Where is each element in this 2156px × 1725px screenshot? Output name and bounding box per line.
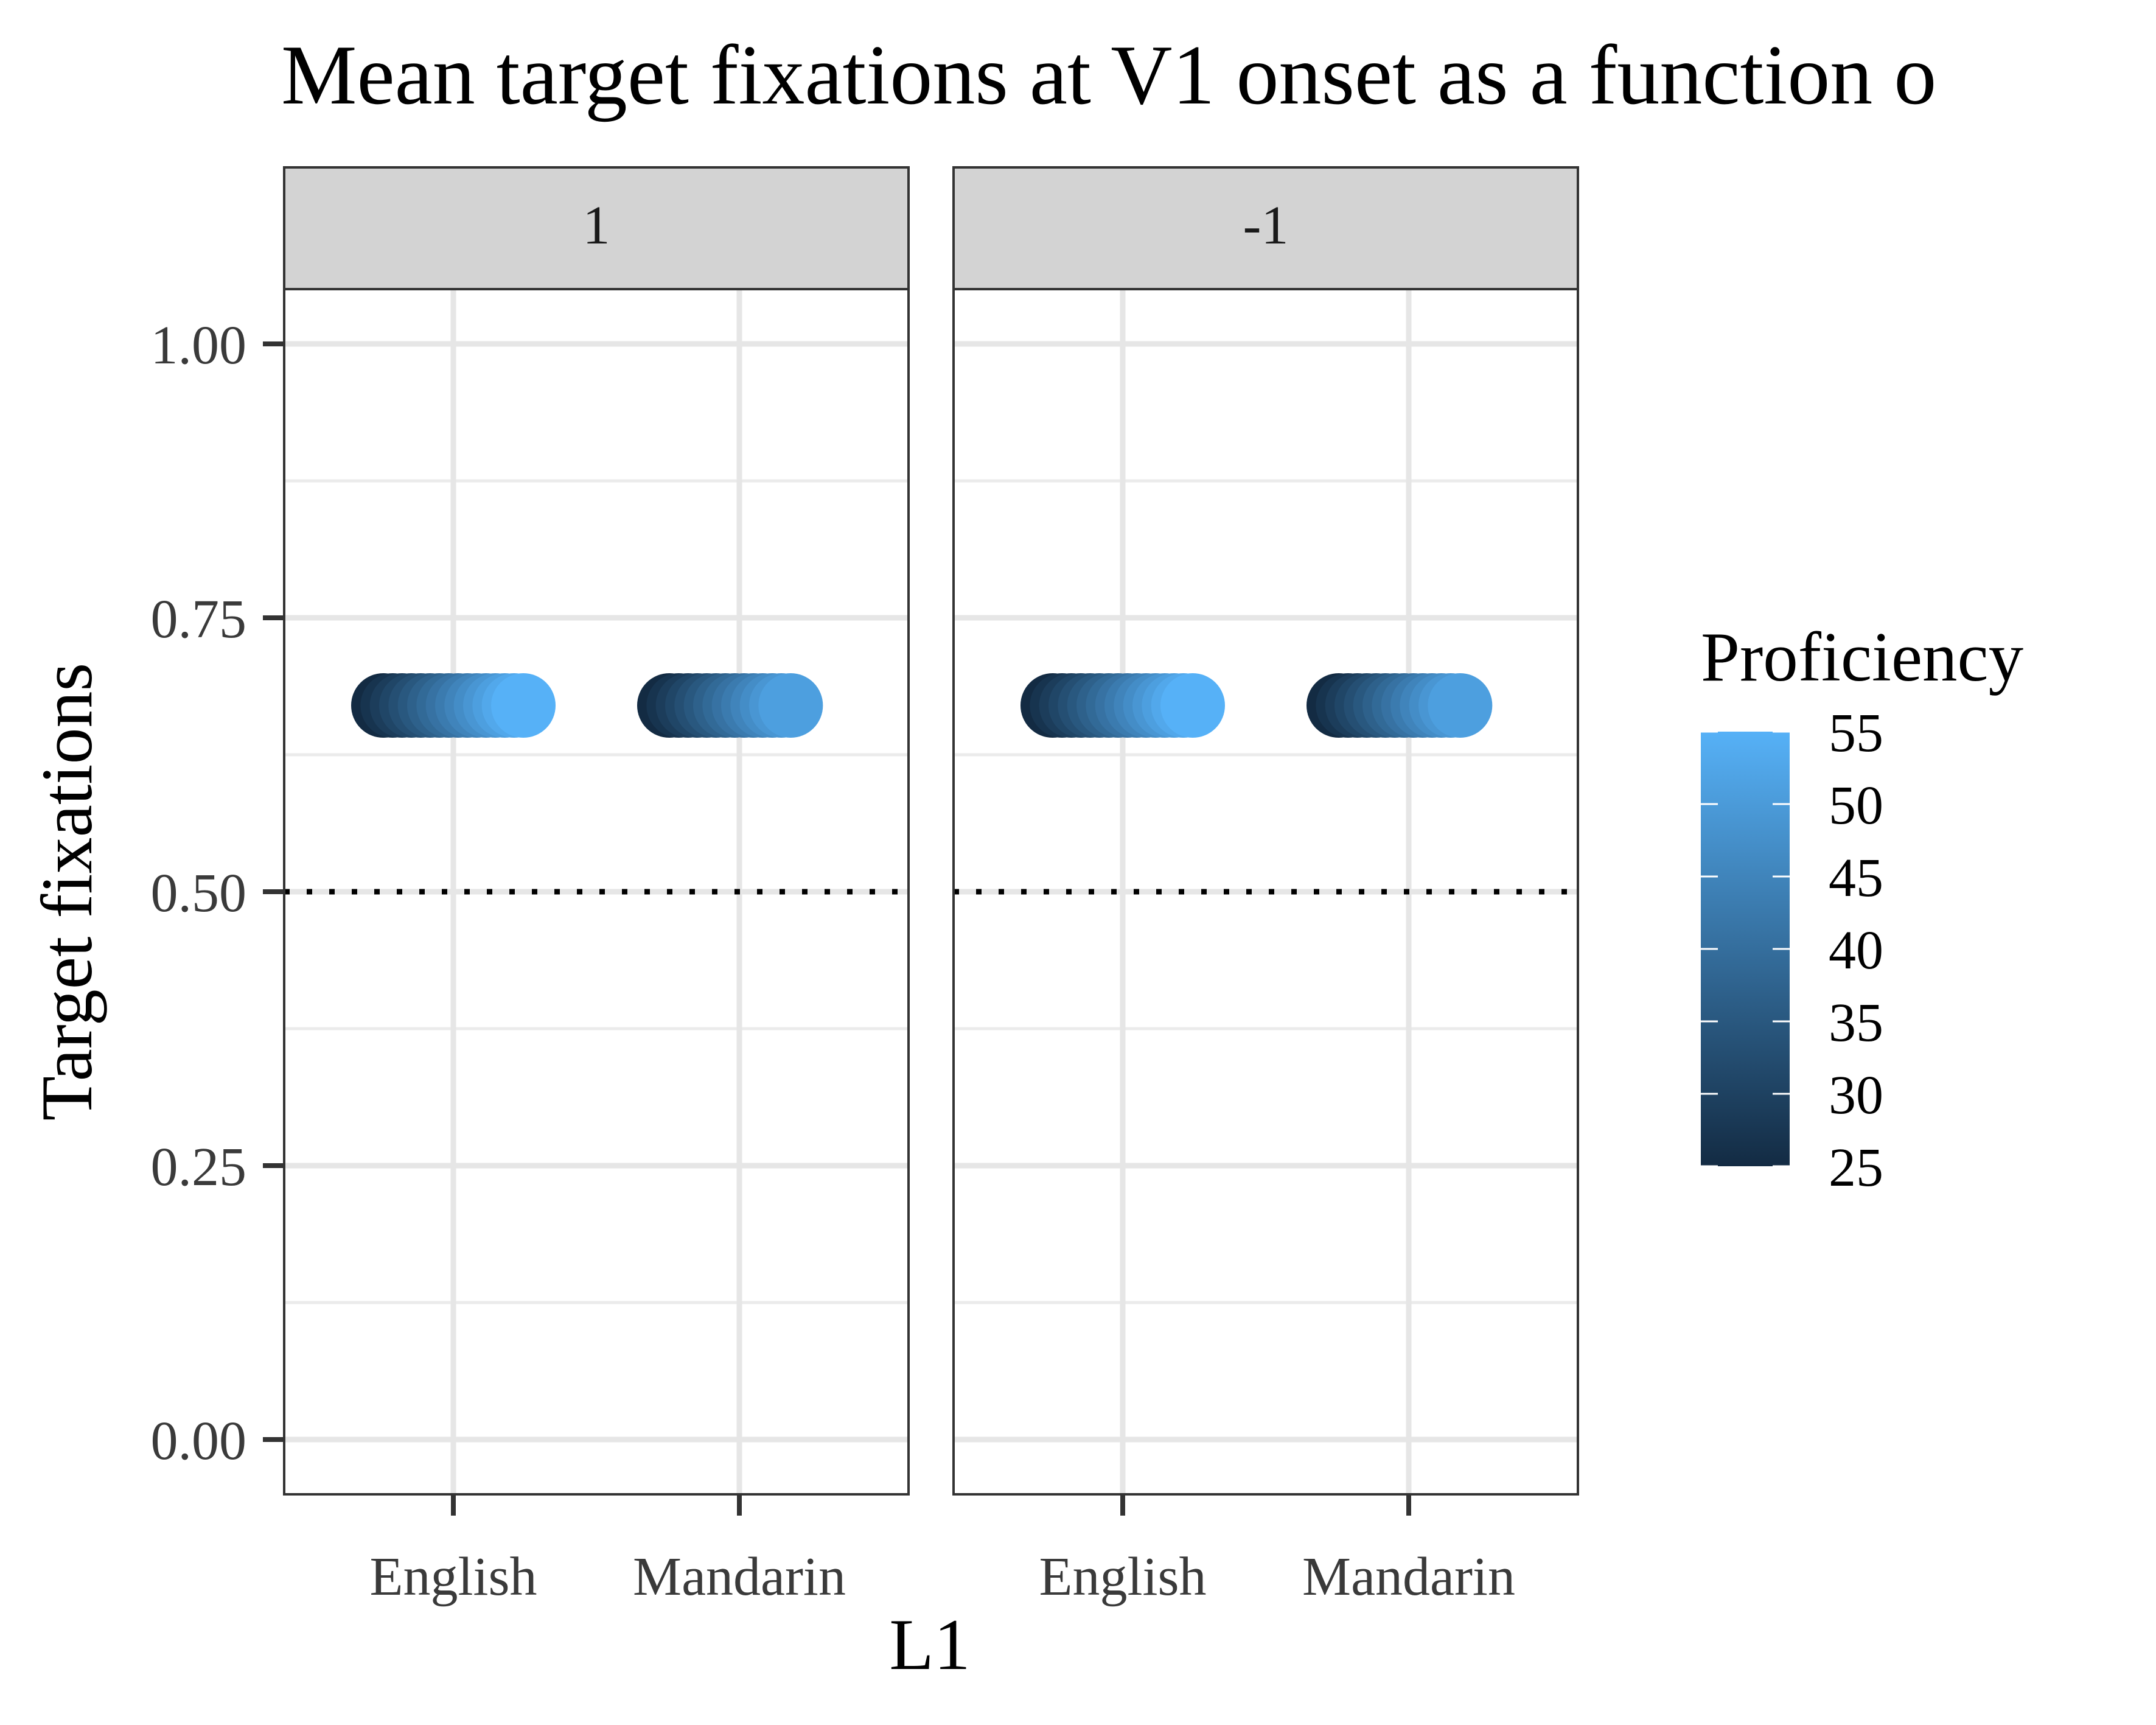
data-point bbox=[1428, 673, 1493, 738]
facet-panel: -1 bbox=[952, 166, 1579, 1496]
x-tick-label: English bbox=[1039, 1547, 1206, 1607]
legend-tick-label: 55 bbox=[1829, 703, 1883, 763]
legend-tick-label: 35 bbox=[1829, 993, 1883, 1053]
facet-strip-label: 1 bbox=[583, 195, 610, 256]
facet-panel: 1 bbox=[283, 166, 910, 1496]
legend-tick-label: 40 bbox=[1829, 920, 1883, 981]
x-axis: English Mandarin English Mandarin bbox=[369, 1494, 1515, 1607]
x-tick-label: English bbox=[369, 1547, 537, 1607]
legend-tick-label: 30 bbox=[1829, 1065, 1883, 1125]
legend-title: Proficiency bbox=[1701, 618, 2024, 696]
y-axis: 0.00 0.25 0.50 0.75 1.00 bbox=[151, 315, 284, 1471]
y-axis-title: Target fixations bbox=[26, 663, 107, 1121]
y-tick-label: 0.25 bbox=[151, 1137, 247, 1197]
legend: Proficiency 25 30 35 40 45 50 55 bbox=[1701, 618, 2024, 1198]
x-axis-title: L1 bbox=[889, 1604, 970, 1685]
legend-tick-label: 25 bbox=[1829, 1138, 1883, 1198]
y-tick-label: 0.00 bbox=[151, 1411, 247, 1471]
y-tick-label: 0.75 bbox=[151, 589, 247, 649]
facet-strip-label: -1 bbox=[1243, 195, 1289, 256]
legend-tick-label: 45 bbox=[1829, 848, 1883, 908]
facet-strip bbox=[952, 166, 1579, 290]
data-point bbox=[491, 673, 556, 738]
legend-ticks: 25 30 35 40 45 50 55 bbox=[1701, 703, 1883, 1198]
data-point bbox=[1160, 673, 1225, 738]
legend-tick-label: 50 bbox=[1829, 775, 1883, 836]
y-tick-label: 1.00 bbox=[151, 315, 247, 376]
chart-title: Mean target fixations at V1 onset as a f… bbox=[281, 28, 1936, 122]
facet-strip bbox=[283, 166, 910, 290]
facet-panels: 1 -1 bbox=[283, 166, 1579, 1496]
data-point bbox=[758, 673, 823, 738]
y-tick-label: 0.50 bbox=[151, 863, 247, 923]
x-tick-label: Mandarin bbox=[1302, 1547, 1515, 1607]
x-tick-label: Mandarin bbox=[633, 1547, 846, 1607]
